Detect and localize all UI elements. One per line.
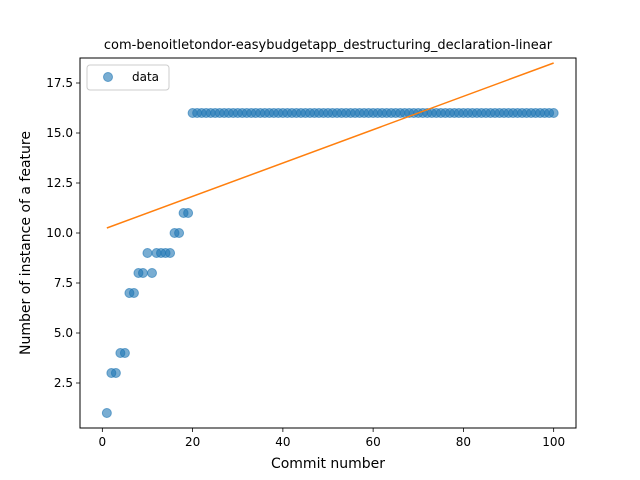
fit-line: [106, 62, 554, 229]
y-tick-label-12.5: 12.5: [46, 176, 73, 190]
x-tick-label-20: 20: [185, 435, 200, 449]
x-axis-label: Commit number: [271, 456, 385, 472]
data-point-3: [110, 368, 121, 378]
legend-marker-data: [103, 72, 113, 82]
plot-area: [80, 58, 576, 428]
x-tick-label-0: 0: [99, 435, 107, 449]
x-tick-label-80: 80: [456, 435, 471, 449]
data-point-10: [142, 248, 153, 258]
y-tick-label-10: 10.0: [46, 226, 73, 240]
y-tick-label-17.5: 17.5: [46, 76, 73, 90]
x-tick-label-100: 100: [542, 435, 565, 449]
y-tick-label-2.5: 2.5: [54, 376, 73, 390]
data-marks: [101, 62, 559, 418]
data-point-1: [101, 408, 112, 418]
data-point-100: [548, 108, 559, 118]
data-point-17: [174, 228, 185, 238]
legend-label-data: data: [132, 70, 159, 84]
chart-title: com-benoitletondor-easybudgetapp_destruc…: [104, 38, 553, 53]
y-tick-label-15: 15.0: [46, 126, 73, 140]
x-tick-label-40: 40: [275, 435, 290, 449]
plot-frame: [79, 57, 577, 429]
data-point-7: [128, 288, 139, 298]
data-point-15: [165, 248, 176, 258]
x-tick-label-60: 60: [365, 435, 380, 449]
legend-box: [86, 64, 170, 91]
y-tick-label-5: 5.0: [54, 326, 73, 340]
legend: data: [86, 64, 170, 91]
y-axis-label: Number of instance of a feature: [18, 131, 34, 355]
data-point-5: [119, 348, 130, 358]
axis-ticks: 0 20 40 60 80 100 2.5 5.0 7.5 10.0 12.5 15.0 17.5: [46, 76, 565, 449]
data-point-19: [183, 208, 194, 218]
data-point-11: [146, 268, 157, 278]
y-tick-label-7.5: 7.5: [54, 276, 73, 290]
data-point-9: [137, 268, 148, 278]
